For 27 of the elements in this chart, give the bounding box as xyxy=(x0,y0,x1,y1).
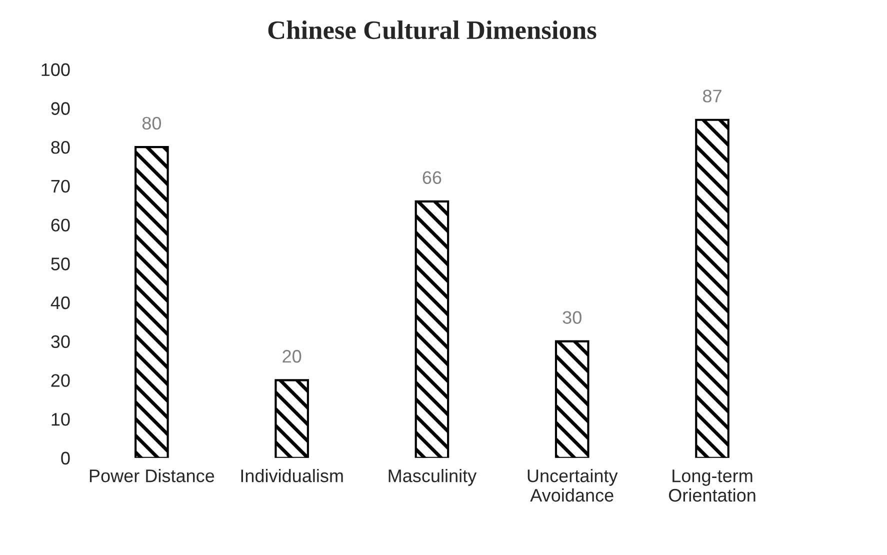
x-tick-label: Long-term Orientation xyxy=(668,470,756,502)
y-tick-label: 30 xyxy=(51,335,70,348)
y-tick-label: 80 xyxy=(51,141,70,154)
chart-title: Chinese Cultural Dimensions xyxy=(268,20,596,40)
x-tick-label: Individualism xyxy=(241,468,343,482)
y-tick-label: 20 xyxy=(51,374,70,387)
y-tick-label: 90 xyxy=(51,102,70,115)
data-label: 66 xyxy=(422,171,442,184)
bar xyxy=(414,200,450,458)
x-tick-label: Masculinity xyxy=(388,468,477,486)
y-tick-label: 100 xyxy=(42,63,70,76)
y-tick-label: 10 xyxy=(52,412,70,426)
bar xyxy=(274,379,309,458)
x-tick-label: Uncertainty Avoidance xyxy=(528,468,618,502)
data-label: 80 xyxy=(142,116,162,130)
y-tick-label: 40 xyxy=(50,296,70,310)
bar xyxy=(554,340,590,458)
data-label: 87 xyxy=(703,90,722,102)
y-tick-label: 50 xyxy=(51,258,70,270)
x-tick-label: Power Distance xyxy=(90,468,214,482)
data-label: 20 xyxy=(282,350,302,363)
bar xyxy=(134,146,169,458)
y-tick-label: 70 xyxy=(51,180,70,193)
data-label: 30 xyxy=(562,311,582,324)
y-tick-label: 0 xyxy=(61,452,70,465)
bar xyxy=(695,118,730,458)
y-tick-label: 60 xyxy=(51,218,70,232)
